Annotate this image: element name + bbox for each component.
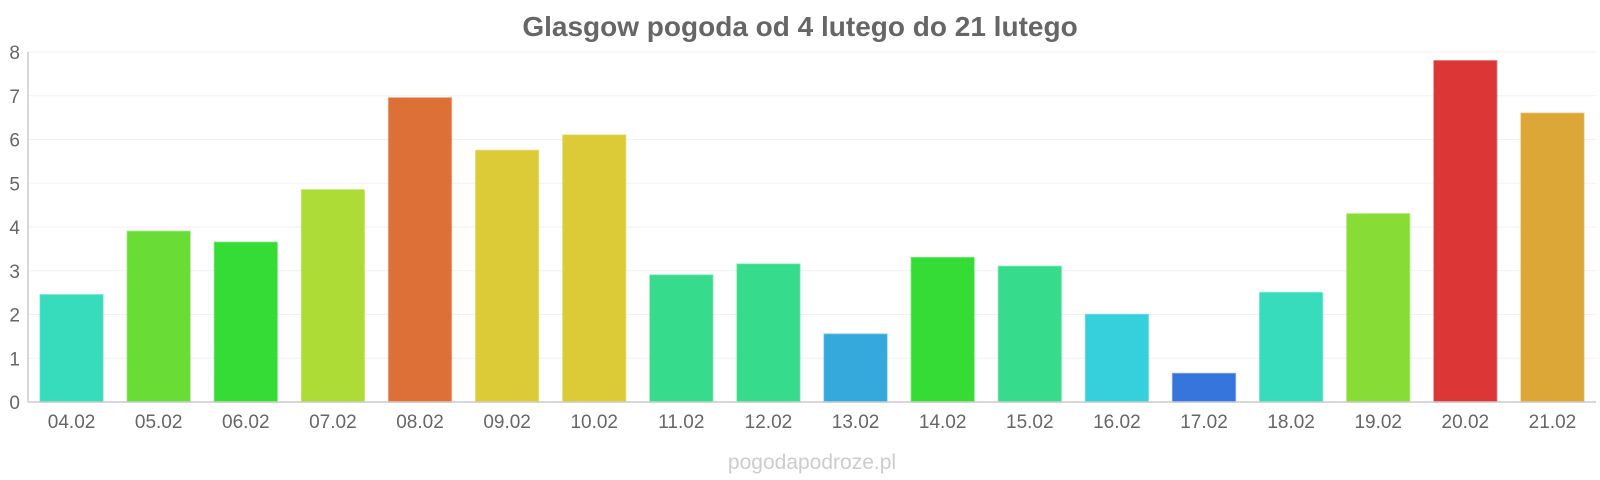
x-tick-label: 18.02: [1267, 412, 1315, 433]
x-tick-label: 10.02: [570, 412, 618, 433]
x-tick-label: 15.02: [1006, 412, 1054, 433]
x-tick-label: 09.02: [483, 412, 531, 433]
y-tick-label: 4: [9, 218, 20, 239]
bar-13.02: [823, 333, 888, 403]
x-tick-label: 21.02: [1529, 412, 1577, 433]
x-tick-label: 04.02: [48, 412, 96, 433]
x-axis-ticks: 04.02 05.02 06.02 07.02 08.02 09.02 10.02 11.02…: [48, 412, 1576, 433]
bar-16.02: [1084, 313, 1149, 403]
bar-17.02: [1171, 372, 1237, 403]
x-tick-label: 17.02: [1180, 412, 1228, 433]
bar-04.02: [39, 294, 104, 403]
x-tick-label: 12.02: [745, 412, 793, 433]
y-tick-label: 8: [9, 43, 20, 64]
x-tick-label: 11.02: [658, 412, 704, 433]
y-tick-label: 1: [9, 349, 20, 370]
bar-20.02: [1433, 60, 1498, 403]
y-axis-ticks: 0 1 2 3 4 5 6 7 8: [9, 43, 20, 414]
bar-11.02: [649, 274, 714, 403]
x-tick-label: 06.02: [222, 412, 270, 433]
x-tick-label: 07.02: [309, 412, 357, 433]
y-tick-label: 5: [9, 174, 20, 195]
bar-08.02: [387, 97, 453, 403]
bar-14.02: [910, 256, 975, 403]
y-tick-label: 2: [9, 306, 20, 327]
gridlines: [28, 51, 1596, 359]
bar-09.02: [475, 149, 540, 403]
x-tick-label: 08.02: [396, 412, 444, 433]
bar-18.02: [1259, 291, 1324, 403]
bar-12.02: [736, 263, 801, 403]
x-tick-label: 14.02: [919, 412, 967, 433]
watermark: pogodapodroze.pl: [728, 451, 896, 474]
x-tick-label: 19.02: [1354, 412, 1402, 433]
x-tick-label: 13.02: [832, 412, 880, 433]
y-tick-label: 6: [9, 131, 20, 152]
bar-21.02: [1520, 112, 1585, 403]
bar-06.02: [213, 241, 278, 403]
bars: [39, 60, 1585, 403]
bar-10.02: [562, 134, 627, 403]
y-tick-label: 3: [9, 262, 20, 283]
y-tick-label: 0: [9, 393, 20, 414]
y-tick-label: 7: [9, 87, 20, 108]
x-tick-label: 20.02: [1442, 412, 1490, 433]
bar-15.02: [997, 265, 1062, 403]
chart-title: Glasgow pogoda od 4 lutego do 21 lutego: [522, 11, 1077, 42]
bar-19.02: [1346, 213, 1411, 403]
bar-07.02: [300, 189, 365, 403]
x-tick-label: 16.02: [1093, 412, 1141, 433]
bar-05.02: [126, 230, 191, 403]
x-tick-label: 05.02: [135, 412, 183, 433]
